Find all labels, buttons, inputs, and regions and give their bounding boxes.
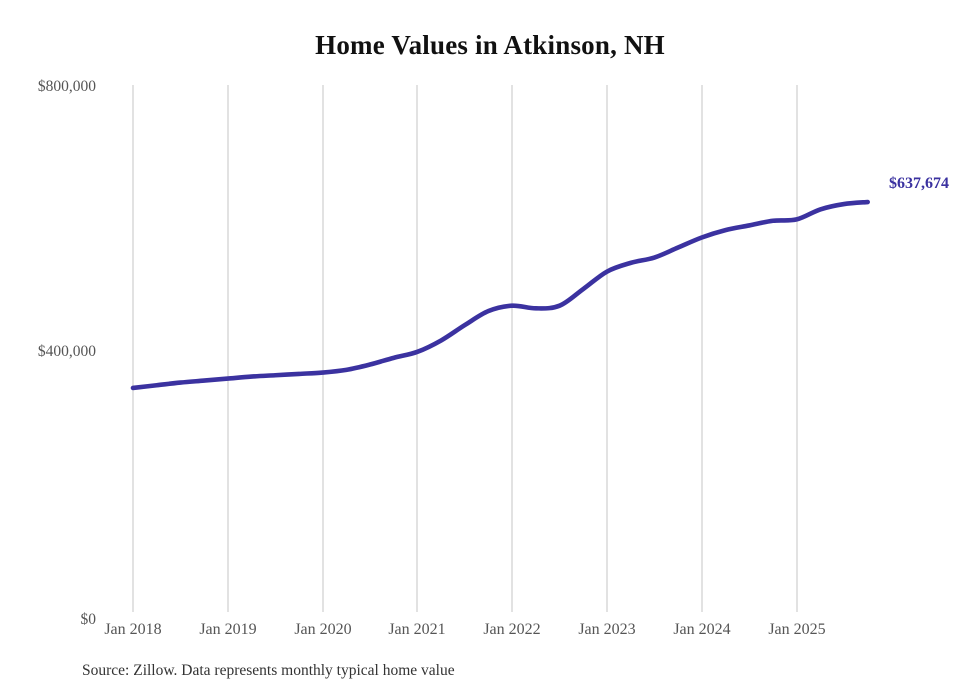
source-note: Source: Zillow. Data represents monthly … bbox=[82, 662, 455, 679]
end-value-annotation: $637,674 bbox=[889, 175, 949, 192]
x-tick-label-jan-2024: Jan 2024 bbox=[673, 621, 731, 638]
x-tick-label-jan-2018: Jan 2018 bbox=[104, 621, 162, 638]
x-tick-label-jan-2019: Jan 2019 bbox=[199, 621, 257, 638]
x-tick-label-jan-2025: Jan 2025 bbox=[768, 621, 826, 638]
y-tick-label-0: $0 bbox=[80, 611, 97, 628]
x-tick-label-jan-2023: Jan 2023 bbox=[578, 621, 636, 638]
line-series-typical-home-value bbox=[130, 199, 870, 391]
x-tick-label-jan-2020: Jan 2020 bbox=[294, 621, 352, 638]
chart-title: Home Values in Atkinson, NH bbox=[315, 30, 665, 60]
vertical-gridlines bbox=[132, 85, 798, 612]
x-tick-label-jan-2021: Jan 2021 bbox=[388, 621, 446, 638]
x-tick-label-jan-2022: Jan 2022 bbox=[483, 621, 541, 638]
y-tick-label-800000: $800,000 bbox=[37, 78, 96, 95]
y-tick-label-400000: $400,000 bbox=[37, 343, 96, 360]
